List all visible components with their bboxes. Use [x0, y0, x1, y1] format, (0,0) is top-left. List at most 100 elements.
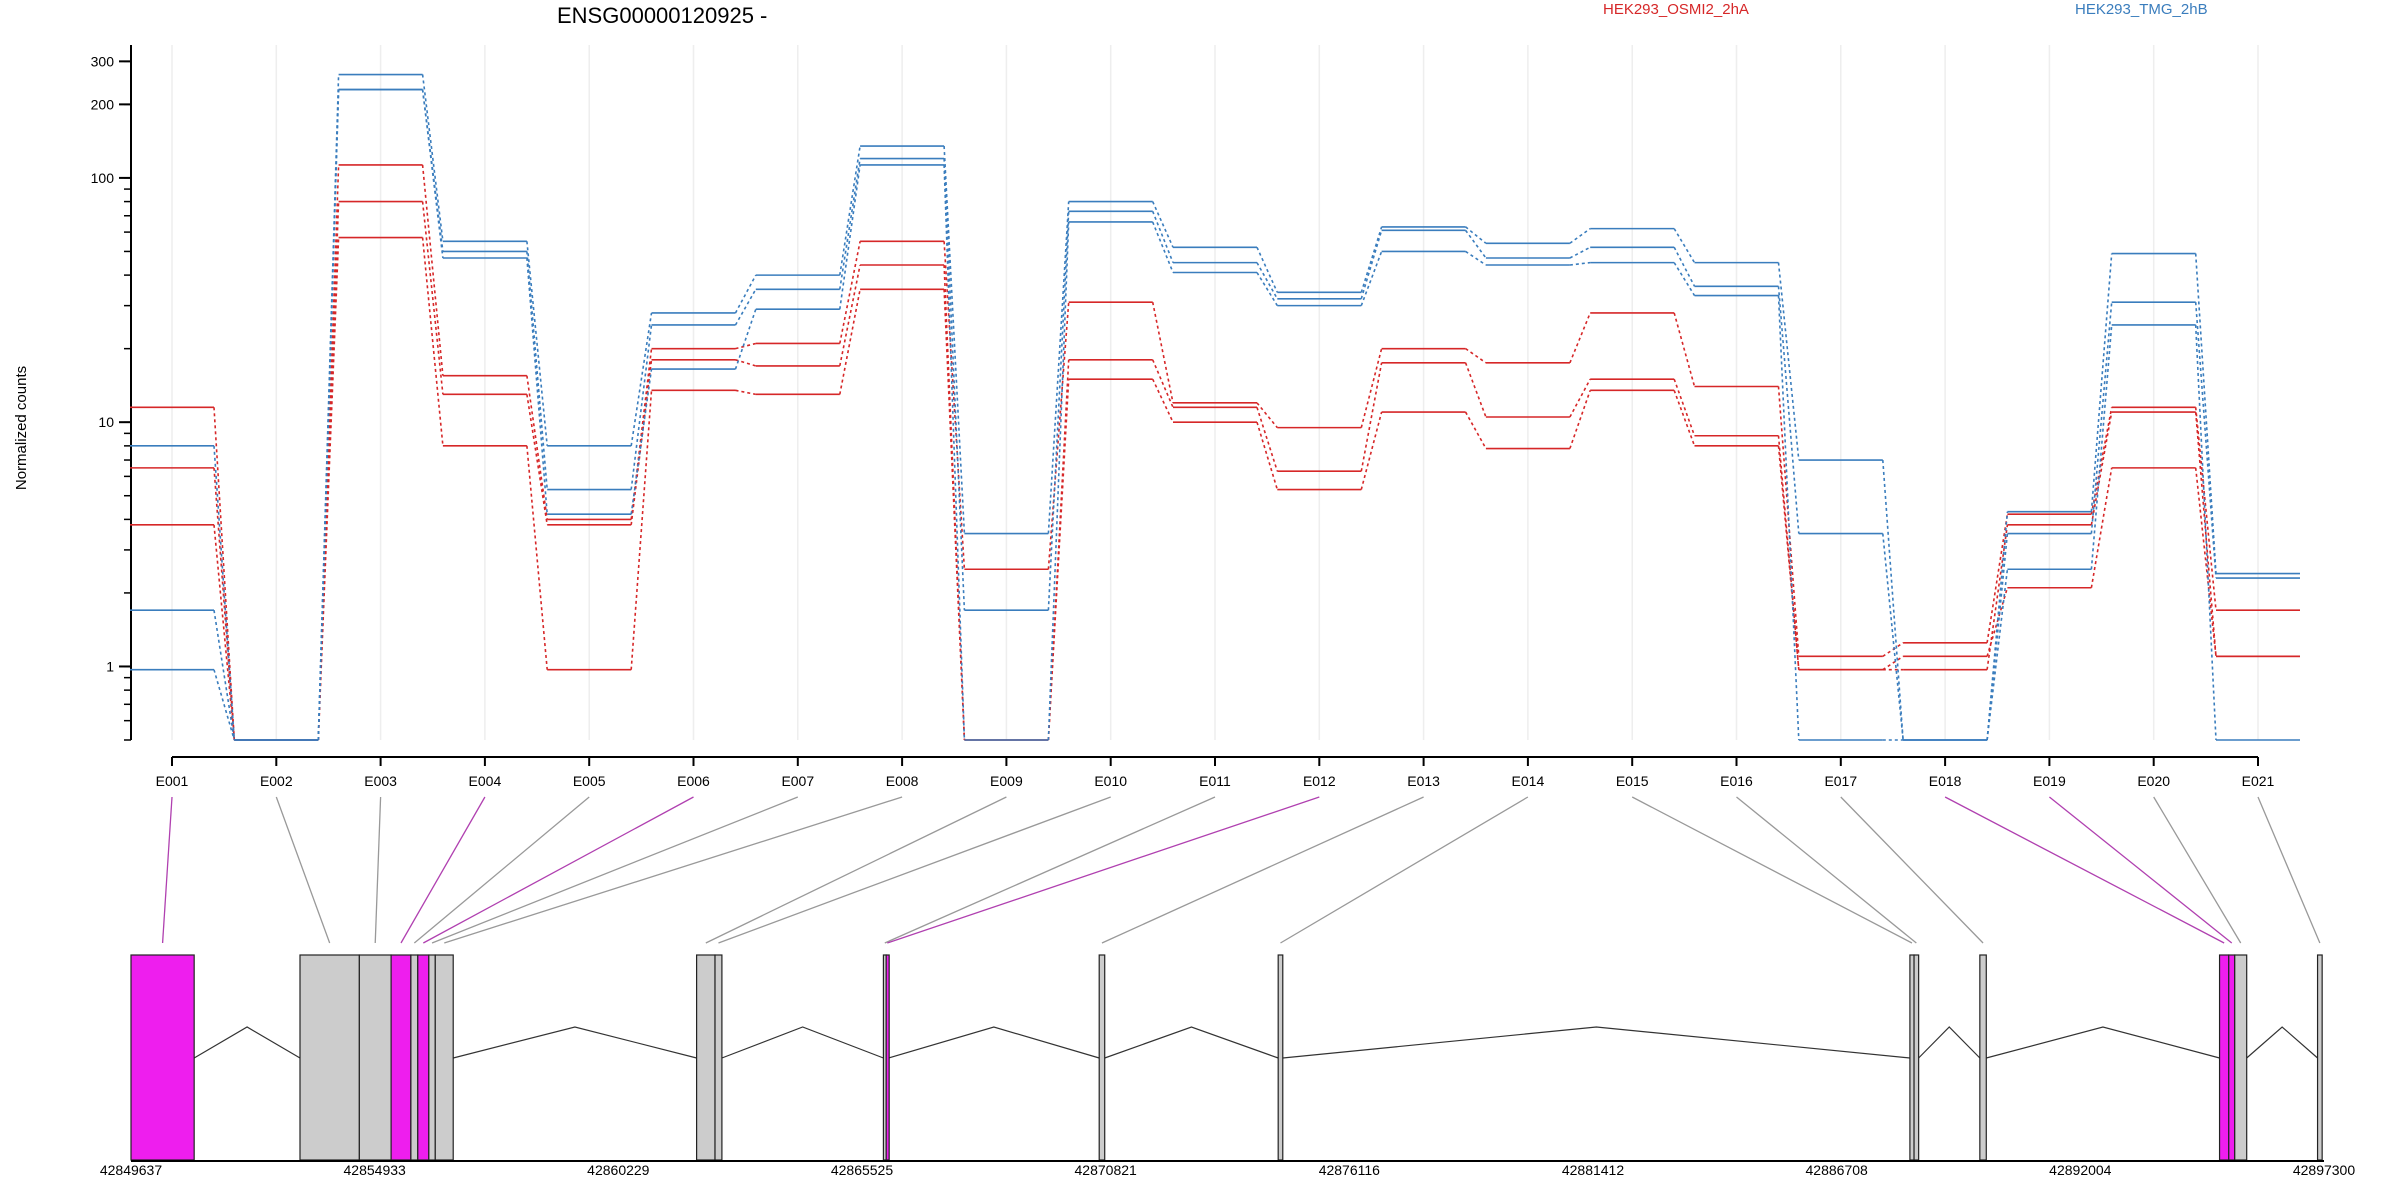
series-connector [2194, 412, 2217, 657]
series-connector [1673, 312, 1696, 387]
genome-tick-labels: 42849637 42854933 42860229 42865525 42870821… [100, 1162, 2356, 1178]
exon-tick-label: E013 [1407, 773, 1440, 789]
genome-tick-label: 42870821 [1075, 1162, 1138, 1178]
series-connector [526, 375, 548, 520]
series-connector [213, 669, 236, 741]
exon-connector [1631, 796, 1913, 944]
series-connector [1256, 402, 1278, 429]
series-connector [2090, 253, 2113, 512]
series-connector [213, 445, 236, 741]
exon-connector [161, 796, 173, 944]
series-connector [943, 241, 966, 570]
y-tick-label: 100 [91, 170, 115, 186]
series-connector [630, 390, 653, 670]
series-connector [317, 89, 340, 741]
series-connector [2090, 411, 2113, 525]
series-connector [1777, 386, 1800, 657]
exon-tick-label: E002 [260, 773, 293, 789]
series-connector [630, 324, 653, 490]
series-connector [839, 158, 861, 290]
series-connector [1882, 533, 1904, 741]
series-connector [1151, 378, 1174, 423]
exon-tick-label: E019 [2033, 773, 2066, 789]
series-connector [1151, 221, 1174, 273]
exon-tick-label: E006 [677, 773, 710, 789]
series-connector [1047, 379, 1070, 741]
y-tick-label: 300 [91, 53, 115, 69]
series-connector [1986, 533, 2009, 741]
exon-box [696, 954, 716, 1161]
series-connector [1464, 411, 1487, 449]
y-tick-label: 200 [91, 96, 115, 112]
exon-connector [400, 796, 486, 944]
series-connector [1777, 286, 1800, 534]
series-connector [943, 264, 966, 741]
exon-box [2234, 954, 2248, 1161]
series-connector [1569, 378, 1591, 418]
intron-line [2246, 1026, 2318, 1059]
series-connector [317, 237, 340, 741]
exon-box [1909, 954, 1915, 1161]
exon-box [2316, 954, 2323, 1161]
genome-tick-label: 42860229 [587, 1162, 650, 1178]
series-lines [130, 73, 2300, 741]
series-connector [1569, 390, 1591, 449]
exon-box [299, 954, 360, 1161]
intron-line [888, 1026, 1100, 1059]
series-connector [1569, 227, 1591, 244]
intron-line [453, 1026, 697, 1059]
series-connector [1569, 261, 1591, 266]
intron-line [1104, 1026, 1279, 1059]
series-connector [1256, 246, 1279, 293]
exon-connector [374, 796, 382, 944]
exon-tick-label: E007 [781, 773, 814, 789]
y-tick-label: 1 [106, 658, 114, 674]
series-connector [1673, 262, 1696, 296]
exon-tick-label: E017 [1824, 773, 1857, 789]
series-connector [1882, 655, 1904, 671]
exon-connector [887, 796, 1320, 944]
series-connector [1882, 642, 1904, 658]
exon-box [2228, 954, 2236, 1161]
series-connector [421, 237, 444, 446]
genome-tick-label: 42897300 [2293, 1162, 2356, 1178]
series-connector [943, 158, 966, 611]
chart-title: ENSG00000120925 - [557, 3, 767, 28]
series-connector [1673, 378, 1696, 437]
series-connector [1986, 514, 2009, 643]
series-connector [1047, 211, 1070, 611]
exon-box [714, 954, 723, 1161]
exon-connector [2048, 796, 2233, 944]
series-connector [839, 164, 861, 310]
exon-connector [884, 796, 1216, 944]
exon-tick-labels: E001 E002 E003 E004 E005 E006 E007 E008 E009 E010… [156, 773, 2275, 789]
grid-lines [171, 45, 2259, 740]
exon-tick-label: E021 [2242, 773, 2275, 789]
exon-box [434, 954, 454, 1161]
y-tick-label: 10 [98, 414, 114, 430]
series-connector [1673, 390, 1696, 447]
series-connector [1151, 210, 1174, 263]
series-connector [630, 312, 653, 446]
exon-tick-label: E005 [573, 773, 606, 789]
series-connector [1465, 347, 1487, 364]
series-connector [1360, 362, 1383, 472]
series-connector [943, 164, 966, 741]
exon-connector [2153, 796, 2242, 944]
exon-tick-label: E003 [364, 773, 397, 789]
series-connector [1986, 569, 2009, 741]
series-connector [1986, 511, 2009, 741]
genome-tick-label: 42849637 [100, 1162, 163, 1178]
series-connector [839, 289, 861, 395]
series-connector [1360, 251, 1383, 306]
series-connector [1673, 228, 1696, 264]
series-connector [839, 241, 861, 344]
series-connector [943, 146, 966, 534]
series-connector [1047, 302, 1070, 570]
exon-connector [422, 796, 694, 944]
series-connector [526, 241, 548, 446]
exon-tick-label: E004 [469, 773, 502, 789]
exon-connector [1944, 796, 2225, 944]
series-connector [213, 610, 236, 741]
series-connector [526, 251, 548, 490]
